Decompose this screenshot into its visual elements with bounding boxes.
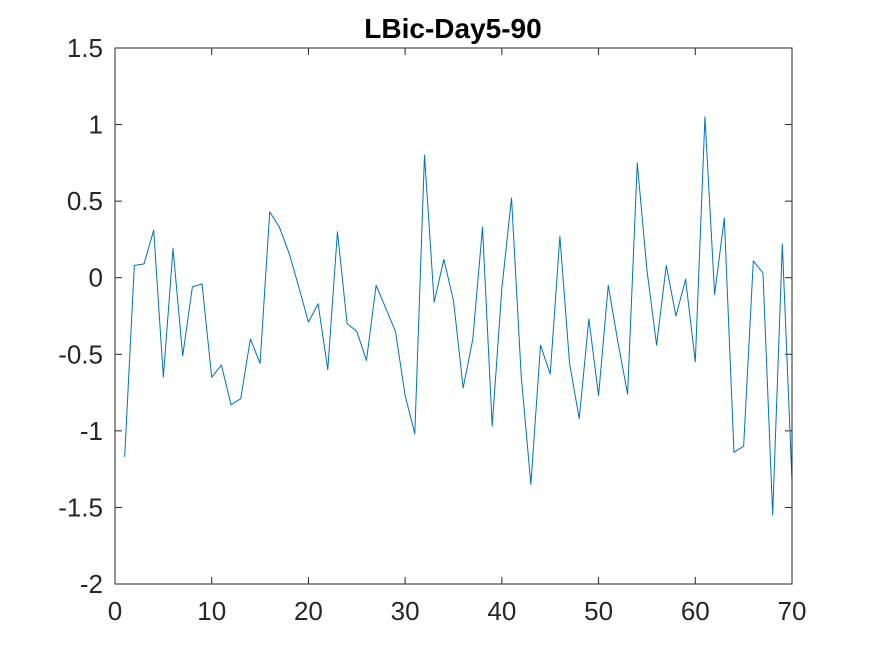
y-tick-label: 1 — [89, 110, 103, 140]
x-tick-label: 30 — [391, 596, 420, 626]
x-tick-label: 50 — [584, 596, 613, 626]
x-tick-label: 40 — [487, 596, 516, 626]
axes-box — [114, 47, 793, 585]
y-tick-label: -2 — [80, 569, 103, 599]
series-line — [124, 116, 793, 516]
plot-area — [115, 48, 792, 584]
x-tick-label: 0 — [108, 596, 122, 626]
y-tick-label: 0 — [89, 263, 103, 293]
x-tick-label: 10 — [197, 596, 226, 626]
y-tick-label: 1.5 — [67, 33, 103, 63]
y-tick-label: -1 — [80, 416, 103, 446]
tick-labels: 0 10 20 30 40 50 60 70 -2 -1.5 -1 -0.5 0 0.5 1 1.5 — [58, 33, 806, 626]
y-tick-label: -1.5 — [58, 492, 103, 522]
x-tick-label: 60 — [681, 596, 710, 626]
y-tick-label: 0.5 — [67, 186, 103, 216]
x-tick-label: 70 — [778, 596, 807, 626]
x-tick-label: 20 — [294, 596, 323, 626]
chart-title: LBic-Day5-90 — [364, 13, 541, 44]
y-tick-label: -0.5 — [58, 339, 103, 369]
